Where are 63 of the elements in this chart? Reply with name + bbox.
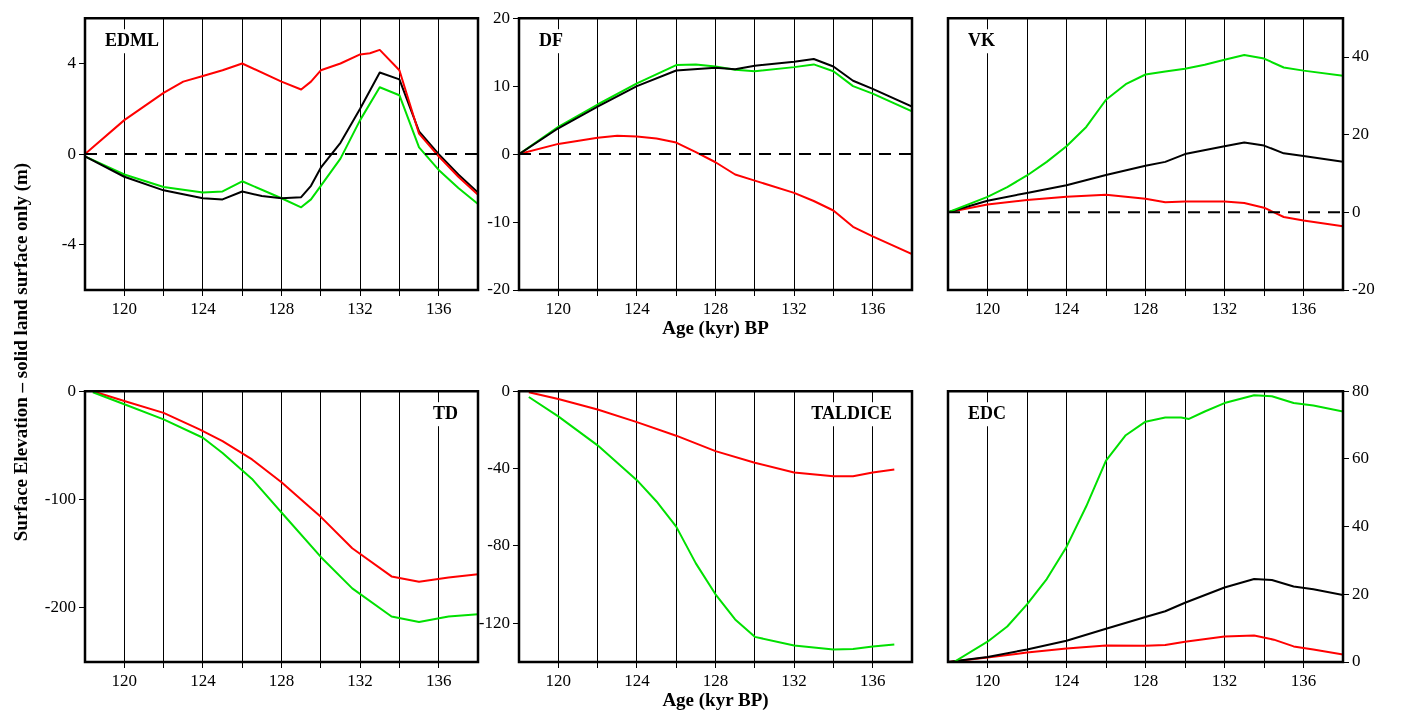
x-tick-label: 128	[268, 298, 295, 318]
y-tick-label: 4	[67, 52, 77, 72]
y-tick-label: 40	[1352, 516, 1369, 536]
text: TALDICE	[811, 402, 892, 423]
x-tick-label: 124	[624, 670, 651, 690]
x-tick-label: 128	[702, 298, 729, 318]
x-tick-label: 120	[974, 670, 1001, 690]
x-tick-label: 136	[425, 298, 452, 318]
x-tick-label: 132	[781, 298, 807, 318]
x-tick-label: 124	[1053, 298, 1080, 318]
x-tick-label: 128	[702, 670, 729, 690]
x-tick-label: 136	[425, 670, 452, 690]
x-tick-label: 132	[1211, 670, 1238, 690]
text: EDC	[968, 402, 1007, 423]
text: VK	[968, 29, 995, 50]
y-tick-label: 60	[1352, 448, 1369, 468]
x-axis-title: Age (kyr) BP	[662, 316, 770, 339]
y-tick-label: 10	[493, 75, 510, 95]
x-tick-label: 136	[1290, 298, 1317, 318]
y-tick-label: 40	[1352, 46, 1369, 66]
y-tick-label: -40	[487, 458, 510, 478]
x-tick-label: 124	[190, 670, 217, 690]
y-tick-label: -4	[61, 234, 77, 254]
y-tick-label: -80	[487, 535, 510, 555]
x-tick-label: 132	[1211, 298, 1238, 318]
y-tick-label: -10	[487, 211, 510, 231]
x-tick-label: 132	[781, 670, 807, 690]
x-tick-label: 128	[268, 670, 295, 690]
y-axis-title: Surface Elevation – solid land surface only (m)	[10, 161, 32, 544]
x-tick-label: 136	[859, 298, 886, 318]
x-tick-label: 124	[1053, 670, 1080, 690]
x-tick-label: 120	[545, 298, 572, 318]
text: TD	[433, 402, 459, 423]
x-tick-label: 120	[111, 298, 138, 318]
x-tick-label: 128	[1132, 670, 1159, 690]
x-tick-label: 136	[1290, 670, 1317, 690]
y-tick-label: -20	[1352, 279, 1375, 299]
y-tick-label: 80	[1352, 380, 1369, 400]
text: EDML	[105, 29, 159, 50]
y-tick-label: -20	[487, 279, 510, 299]
x-tick-label: 132	[347, 298, 373, 318]
y-tick-label: 20	[1352, 583, 1369, 603]
y-tick-label: 0	[67, 380, 76, 400]
x-tick-label: 128	[1132, 298, 1159, 318]
y-tick-label: 20	[1352, 124, 1369, 144]
x-axis-title: Age (kyr BP)	[662, 688, 769, 711]
x-tick-label: 120	[974, 298, 1001, 318]
x-tick-label: 136	[859, 670, 886, 690]
y-tick-label: -120	[478, 612, 510, 632]
x-tick-label: 124	[190, 298, 217, 318]
y-tick-label: 20	[493, 7, 510, 27]
x-tick-label: 132	[347, 670, 373, 690]
y-tick-label: -200	[44, 597, 76, 617]
x-tick-label: 124	[624, 298, 651, 318]
x-tick-label: 120	[111, 670, 138, 690]
y-tick-label: 0	[1352, 201, 1361, 221]
x-tick-label: 120	[545, 670, 572, 690]
y-tick-label: 0	[1352, 651, 1361, 671]
y-tick-label: 0	[67, 143, 76, 163]
y-tick-label: -100	[44, 488, 76, 508]
text: DF	[539, 29, 563, 50]
y-tick-label: 0	[501, 143, 510, 163]
y-tick-label: 0	[501, 380, 510, 400]
